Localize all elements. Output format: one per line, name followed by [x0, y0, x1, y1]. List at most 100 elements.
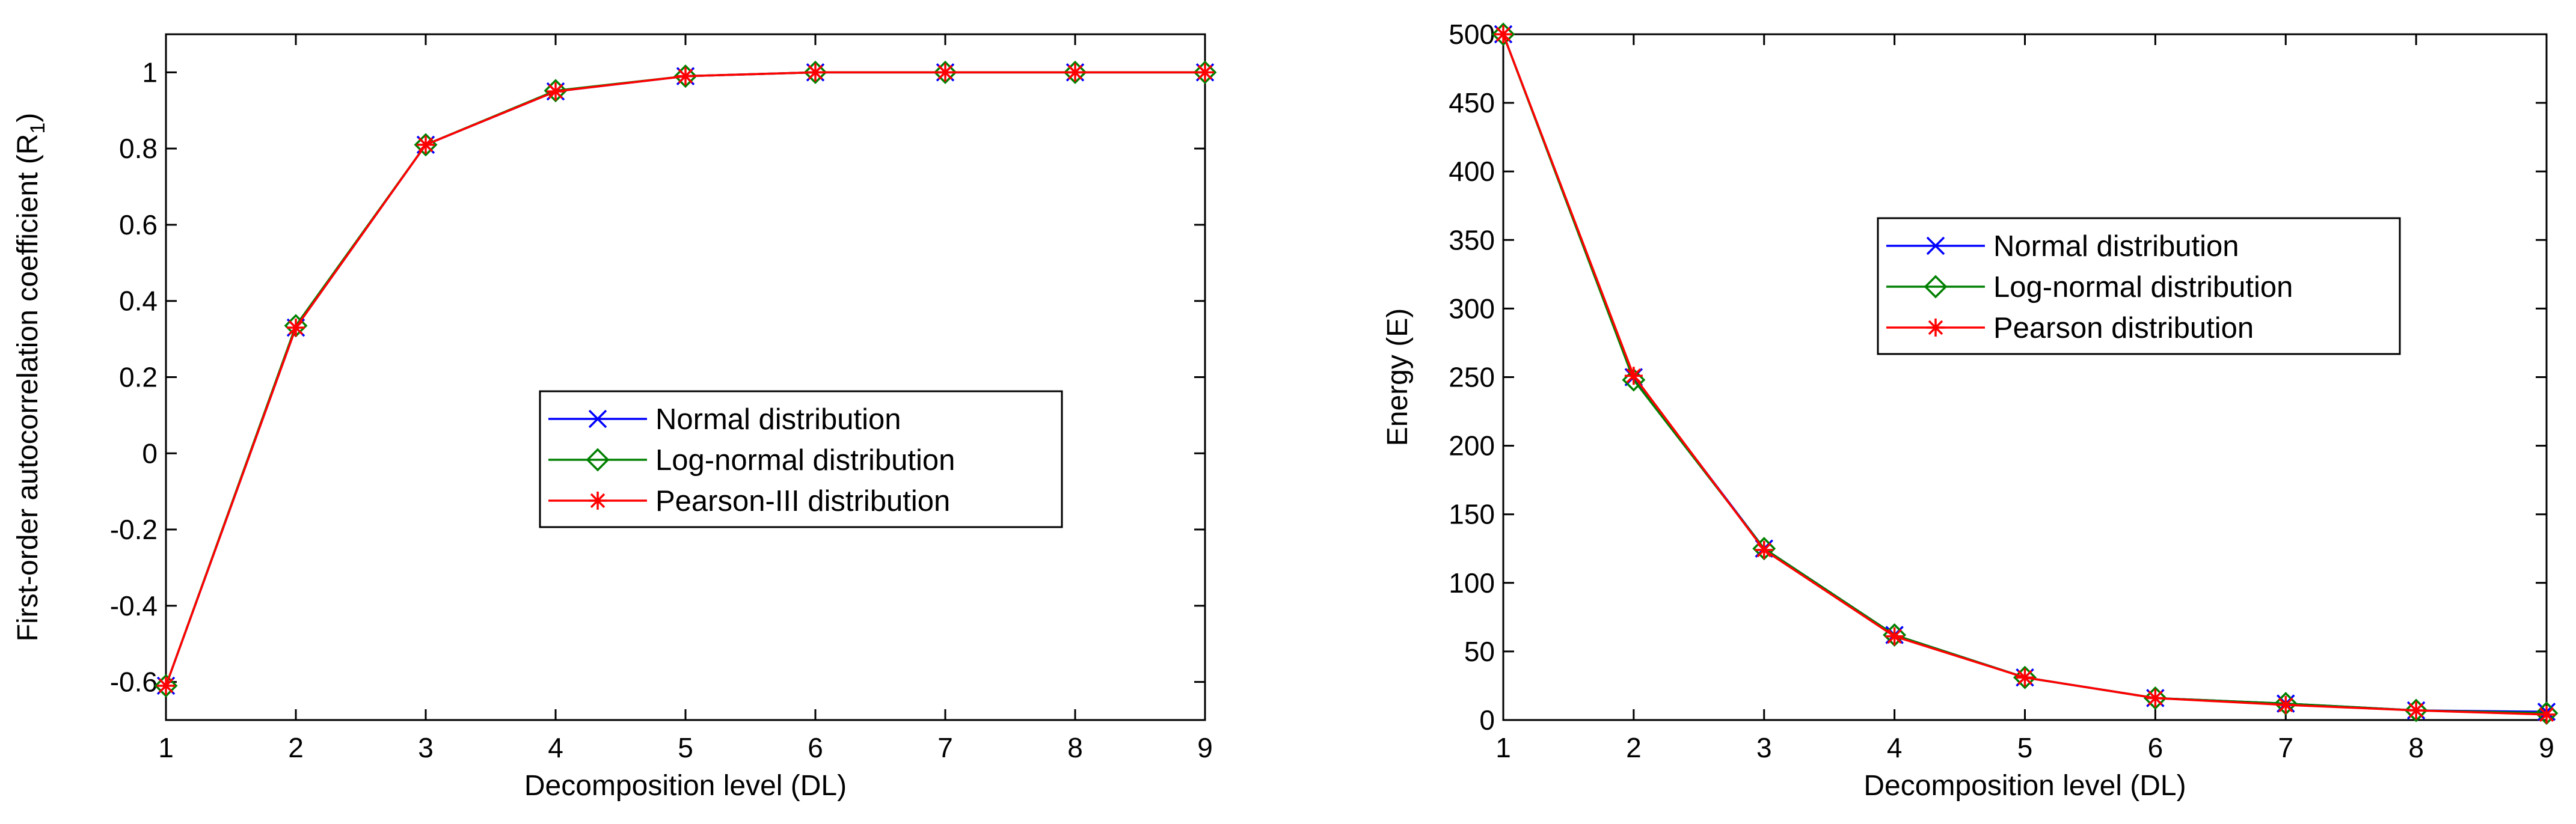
data-point [1196, 63, 1214, 82]
data-point-shape [1193, 60, 1217, 84]
legend-label: Log-normal distribution [655, 444, 955, 477]
data-point [154, 674, 178, 698]
legend-marker [1924, 275, 1948, 299]
legend-marker [589, 492, 607, 510]
data-point [1193, 60, 1217, 84]
legend-item: Log-normal distribution [548, 444, 955, 477]
data-point-shape [417, 135, 435, 154]
data-point [1885, 627, 1904, 645]
data-point [803, 60, 827, 84]
data-point [676, 67, 695, 85]
chart-energy: 1 2 3 4 5 6 7 8 9 0 50 100 150 200 250 300 350 400 450 500 D… [1382, 19, 2559, 802]
data-point-shape [157, 676, 175, 695]
legend: Normal distribution Log-normal distributi… [1877, 217, 2401, 355]
legend-item: Pearson distribution [1886, 312, 2254, 344]
data-point-shape [673, 64, 698, 88]
data-point-shape [547, 82, 565, 101]
x-axis-label: Decomposition level (DL) [1863, 770, 2186, 802]
series-2 [157, 63, 1214, 695]
data-point [1494, 25, 1512, 43]
legend-marker-shape [589, 492, 607, 510]
data-point [2277, 695, 2295, 714]
data-point [1491, 22, 1515, 46]
y-tick-label: 0 [1479, 704, 1495, 736]
data-point [547, 82, 565, 101]
data-point [673, 64, 698, 88]
y-tick-label: 0 [142, 438, 158, 469]
x-tick-label: 4 [548, 732, 563, 763]
data-point-shape [1066, 63, 1084, 82]
data-point [2013, 665, 2037, 689]
y-tick-label: -0.6 [110, 667, 158, 698]
data-point-shape [2404, 698, 2428, 722]
data-point-shape [2538, 705, 2556, 724]
data-point-shape [933, 60, 957, 84]
y-tick-label: 0.6 [119, 209, 158, 240]
x-tick-label: 9 [2539, 732, 2554, 763]
data-point [1066, 63, 1084, 82]
y-axis-label-main: First-order autocorrelation coefficient … [12, 134, 44, 642]
y-axis-label-subscript: 1 [26, 123, 49, 134]
legend-item: Pearson-III distribution [548, 485, 950, 517]
x-tick-label: 9 [1197, 732, 1213, 763]
y-tick-label: -0.4 [110, 590, 158, 621]
y-tick-label: 450 [1449, 87, 1495, 118]
data-point [806, 63, 824, 82]
data-point-shape [1063, 60, 1087, 84]
data-point-shape [544, 79, 568, 103]
data-point [933, 60, 957, 84]
y-axis-label-main: Energy (E) [1382, 308, 1414, 446]
x-tick-label: 2 [288, 732, 304, 763]
legend-item: Normal distribution [1886, 230, 2239, 263]
data-point [2538, 705, 2556, 724]
data-point-shape [2277, 695, 2295, 714]
data-point [287, 319, 305, 337]
x-tick-label: 6 [2148, 732, 2164, 763]
data-point-shape [2407, 701, 2426, 720]
legend-marker [588, 409, 607, 429]
y-tick-label: 400 [1449, 156, 1495, 187]
data-point-shape [287, 319, 305, 337]
y-axis-label: Energy (E) [1382, 308, 1414, 446]
y-tick-label: 300 [1449, 293, 1495, 324]
y-tick-label: 200 [1449, 430, 1495, 462]
legend-item: Normal distribution [548, 403, 901, 436]
y-tick-label: 0.4 [119, 285, 158, 317]
y-tick-label: 0.2 [119, 362, 158, 393]
data-point-shape [1196, 63, 1214, 82]
x-tick-label: 3 [418, 732, 434, 763]
y-tick-label: 1 [142, 56, 158, 88]
data-point [936, 63, 954, 82]
legend-label: Log-normal distribution [1993, 271, 2293, 304]
x-tick-label: 5 [2017, 732, 2033, 763]
x-tick-label: 2 [1626, 732, 1642, 763]
data-point [2146, 689, 2165, 707]
legend-marker [1926, 236, 1945, 255]
plot-area [165, 33, 1206, 721]
y-tick-label: 50 [1464, 636, 1495, 667]
legend-marker [1927, 319, 1945, 337]
legend-label: Pearson-III distribution [655, 485, 950, 517]
data-point [2143, 686, 2167, 710]
data-point-shape [936, 63, 954, 82]
legend-label: Normal distribution [655, 403, 901, 436]
data-point-shape [2016, 668, 2034, 687]
data-point-shape [1624, 367, 1643, 385]
x-tick-label: 1 [1495, 732, 1511, 763]
legend-marker-shape [1927, 319, 1945, 337]
series-2 [1494, 25, 2556, 724]
data-point [544, 79, 568, 103]
x-tick-label: 7 [937, 732, 953, 763]
data-point-shape [1494, 25, 1512, 43]
data-point-shape [2146, 689, 2165, 707]
legend: Normal distribution Log-normal distributi… [539, 390, 1063, 528]
y-tick-label: 350 [1449, 224, 1495, 255]
y-tick-label: 150 [1449, 499, 1495, 530]
legend-label: Normal distribution [1993, 230, 2239, 263]
x-tick-label: 8 [2408, 732, 2424, 763]
data-point-shape [676, 67, 695, 85]
x-tick-label: 1 [158, 732, 174, 763]
legend-marker-shape [588, 409, 607, 429]
data-point [2404, 698, 2428, 722]
